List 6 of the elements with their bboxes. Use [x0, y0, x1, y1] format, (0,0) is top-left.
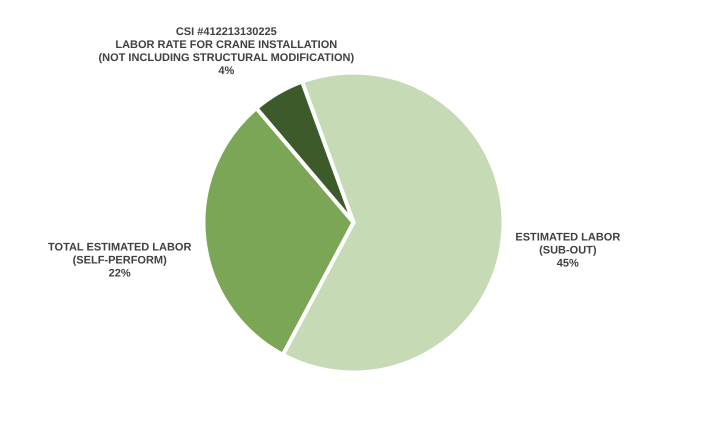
data-label: 22%: [108, 268, 131, 280]
data-label: 4%: [218, 65, 234, 77]
slice-label: ESTIMATED LABOR (SUB-OUT): [515, 232, 620, 257]
slice-label: TOTAL ESTIMATED LABOR (SELF-PERFORM): [48, 242, 192, 267]
data-label: 45%: [556, 258, 580, 270]
slice-label: CSI #412213130225 LABOR RATE FOR CRANE INSTALLATION (NOT INCLUDING STRUCTURAL MODIFICATION): [98, 26, 354, 64]
